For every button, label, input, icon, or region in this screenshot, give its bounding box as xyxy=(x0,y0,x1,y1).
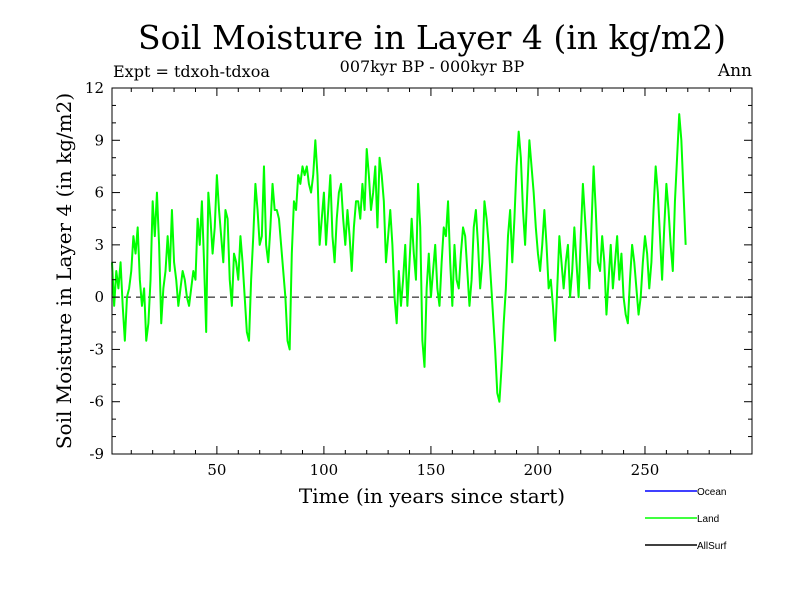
x-tick-label: 200 xyxy=(524,461,553,479)
y-tick-label: -3 xyxy=(89,340,104,358)
x-tick-label: 50 xyxy=(207,461,226,479)
legend-label-land: Land xyxy=(697,514,719,525)
period-label: Ann xyxy=(717,61,752,81)
x-tick-label: 250 xyxy=(631,461,660,479)
y-tick-label: 3 xyxy=(94,236,104,254)
y-tick-label: 12 xyxy=(85,79,104,97)
legend-label-allsurf: AllSurf xyxy=(697,541,727,552)
plot-frame xyxy=(111,87,753,455)
y-tick-label: 0 xyxy=(94,288,104,306)
y-tick-label: 6 xyxy=(94,184,104,202)
plot-area: 50 100 150 200 250 -9 -6 -3 0 3 6 9 12 xyxy=(85,79,753,479)
legend: Ocean Land AllSurf xyxy=(645,487,727,552)
chart-title: Soil Moisture in Layer 4 (in kg/m2) xyxy=(138,18,726,57)
series-line-land xyxy=(111,113,687,403)
legend-label-ocean: Ocean xyxy=(697,487,726,498)
y-axis-label: Soil Moisture in Layer 4 (in kg/m2) xyxy=(52,93,76,449)
y-tick-label: -6 xyxy=(89,393,104,411)
x-axis-label: Time (in years since start) xyxy=(299,484,565,508)
y-tick-label: -9 xyxy=(89,445,104,463)
experiment-label: Expt = tdxoh-tdxoa xyxy=(113,62,270,81)
x-tick-label: 100 xyxy=(310,461,339,479)
x-tick-label: 150 xyxy=(417,461,446,479)
chart-subtitle: 007kyr BP - 000kyr BP xyxy=(340,57,525,76)
y-tick-label: 9 xyxy=(94,131,104,149)
